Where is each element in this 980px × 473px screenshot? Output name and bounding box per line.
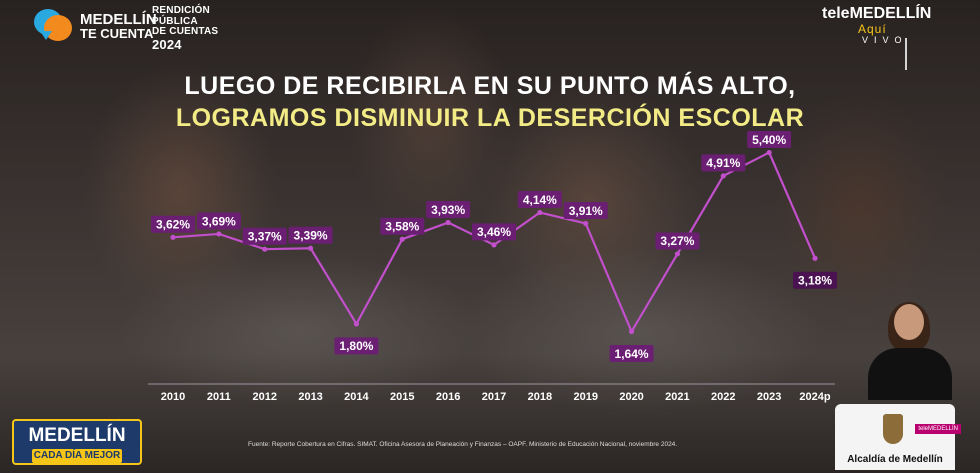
x-tick-label: 2012 [252,391,276,403]
x-tick-label: 2019 [573,391,597,403]
logo-line1: MEDELLÍN [80,11,157,28]
medellin-cada-dia-mejor-logo: MEDELLÍN CADA DÍA MEJOR [12,419,142,465]
alcaldia-logo: teleMEDELLÍN Alcaldía de Medellín [835,404,961,470]
data-point [766,149,772,156]
data-label: 3,93% [431,203,465,217]
rendicion-title: RENDICIÓN PÚBLICA DE CUENTAS 2024 [152,5,219,52]
data-label: 3,37% [248,229,282,243]
coat-of-arms-icon [883,414,903,444]
data-label-bg [747,131,792,149]
data-label-bg [609,345,654,363]
data-point [216,231,222,237]
headline-line1: LUEGO DE RECIBIRLA EN SU PUNTO MÁS ALTO, [184,72,796,100]
x-tick-label: 2011 [207,391,231,403]
data-label: 3,58% [385,219,419,233]
channel-aqui: Aquí [858,22,887,36]
x-tick-label: 2010 [161,391,185,403]
speech-bubble-icon [34,9,74,43]
data-point [262,246,268,252]
data-point [812,255,818,261]
x-tick-label: 2013 [298,391,322,403]
data-point [399,236,405,242]
data-label: 5,40% [752,133,786,147]
data-label: 3,69% [202,214,236,228]
data-label: 4,91% [706,156,740,170]
data-label-bg [242,227,287,245]
x-tick-label: 2014 [344,391,369,403]
channel-name: MEDELLÍN [849,5,932,22]
medellin-te-cuenta-logo: MEDELLÍN TE CUENTA [34,9,157,43]
data-label: 1,80% [339,339,373,353]
x-tick-label: 2015 [390,391,414,403]
data-label: 4,14% [523,193,557,207]
data-point [353,321,360,327]
data-point [170,234,176,240]
channel-vivo: VIVO [862,35,908,45]
data-label-bg [793,271,837,289]
slogan-line2: CADA DÍA MEJOR [32,449,122,463]
rendicion-line2: PÚBLICA [152,15,198,27]
data-label-bg [196,212,241,230]
data-label-bg [334,337,379,355]
sign-language-interpreter [838,302,978,400]
alcaldia-name: Alcaldía de Medellín [847,454,943,465]
data-point [445,219,451,226]
data-point [537,209,543,216]
data-point [720,173,726,179]
data-point [491,242,497,248]
channel-logo: teleMEDELLÍN [822,5,931,23]
data-point [583,220,589,227]
data-label: 3,18% [798,274,832,288]
data-point [307,245,314,251]
rendicion-line1: RENDICIÓN [152,5,210,16]
data-label: 1,64% [615,347,649,361]
x-tick-label: 2016 [436,391,460,403]
rendicion-year: 2024 [152,36,182,52]
data-label: 3,39% [294,229,328,243]
data-label-bg [288,226,333,244]
x-tick-label: 2021 [665,391,689,403]
data-point [674,251,681,257]
x-tick-label: 2018 [528,391,552,403]
data-label: 3,62% [156,218,190,232]
channel-divider [905,38,907,70]
data-label-bg [655,232,700,250]
headline-line2: LOGRAMOS DISMINUIR LA DESERCIÓN ESCOLAR [175,104,805,132]
data-label-bg [701,154,746,172]
data-label-bg [517,191,562,209]
data-label-bg [472,223,516,241]
data-label-bg [151,215,195,233]
data-label-bg [426,201,471,219]
channel-badge: teleMEDELLÍN [915,424,961,434]
x-tick-label: 2022 [711,391,735,403]
channel-tele: tele [822,5,850,22]
x-tick-label: 2023 [757,391,781,403]
data-label-bg [563,201,608,219]
x-tick-label: 2017 [482,391,506,403]
data-label: 3,46% [477,225,511,239]
slogan-line1: MEDELLÍN [28,425,126,446]
data-label-bg [380,217,425,235]
x-tick-label: 2020 [619,391,643,403]
x-tick-label: 2024p [799,391,830,403]
data-label: 3,27% [660,234,694,248]
data-label: 3,91% [569,204,603,218]
source-note: Fuente: Reporte Cobertura en Cifras. SIM… [248,441,678,448]
data-point [628,328,635,335]
logo-line2: TE CUENTA [80,26,154,41]
rendicion-line3: DE CUENTAS [152,26,219,37]
